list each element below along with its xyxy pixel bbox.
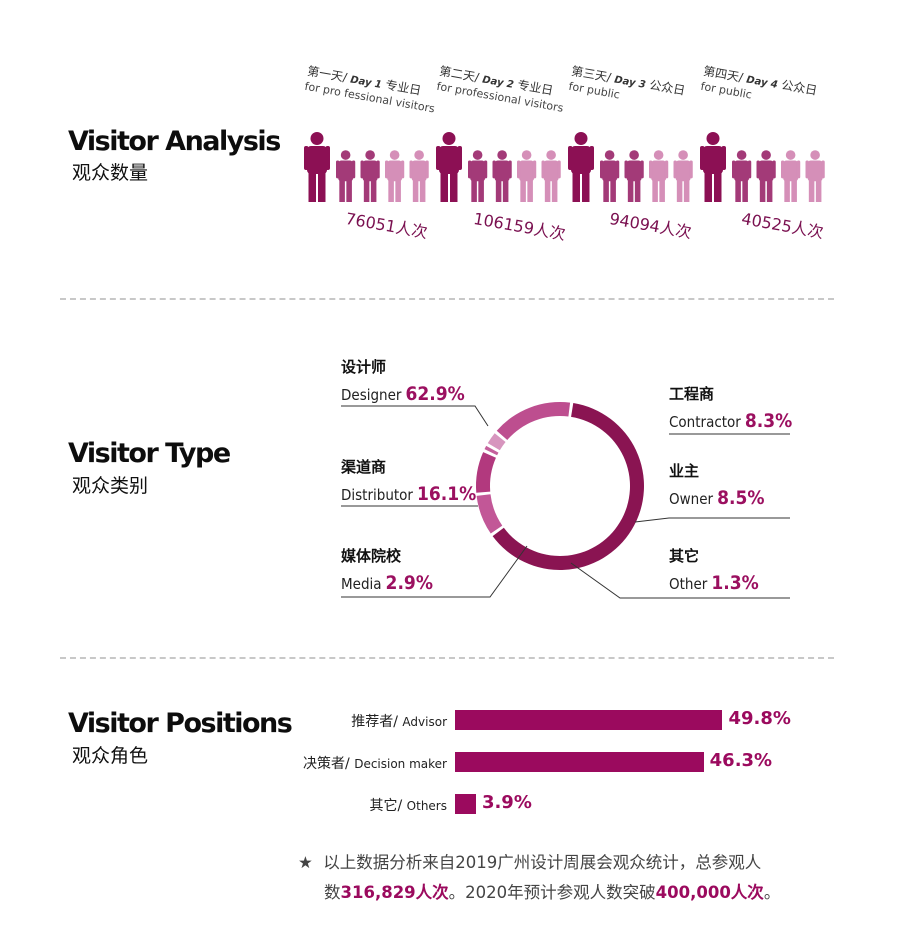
footnote: ★ 以上数据分析来自2019广州设计周展会观众统计，总参观人 数316,829人… [298,848,858,908]
figure-day2-3 [492,150,512,202]
advisor-en: Advisor [402,715,447,729]
bar-value-advisor: 49.8% [728,708,791,729]
footnote-total: 316,829人次 [340,883,449,902]
section-divider-2 [60,657,834,659]
figure-day4-2 [732,150,752,202]
visitor-analysis-subtitle: 观众数量 [72,162,149,184]
figure-day2-5 [541,150,561,202]
figure-day4-5 [805,150,825,202]
label-other: 其它 Other 1.3% [669,545,759,594]
footnote-line-2c: 。2020年预计参观人数突破 [448,883,656,902]
media-pct: 2.9% [385,572,433,594]
footnote-line-1: 以上数据分析来自2019广州设计周展会观众统计，总参观人 [323,853,762,872]
bar-decision-maker [455,752,704,772]
figure-day1-2 [336,150,356,202]
other-cn: 其它 [669,547,700,565]
visitor-type-title: Visitor Type [68,438,231,469]
figure-day2-1 [436,132,462,202]
figure-day3-3 [624,150,644,202]
bar-value-decision-maker: 46.3% [709,750,773,771]
others-en: Others [406,799,447,813]
figure-day3-4 [649,150,669,202]
figure-day4-1 [700,132,726,202]
footnote-line-2a: 数 [324,883,341,902]
bar-label-decision-maker: 决策者/ Decision maker [303,753,447,773]
contractor-cn: 工程商 [669,385,715,403]
figure-day2-4 [517,150,537,202]
bar-advisor [455,710,723,730]
bar-value-others: 3.9% [481,792,532,813]
visitor-positions-subtitle: 观众角色 [72,745,149,767]
distributor-pct: 16.1% [416,483,477,505]
slice-contractor [476,494,503,534]
figure-day2-2 [468,150,488,202]
leader-line-other [570,562,790,599]
owner-pct: 8.5% [717,487,765,509]
media-en: Media [341,575,382,593]
figure-day3-2 [600,150,620,202]
bar-label-others: 其它/ Others [370,795,448,815]
visitor-type-subtitle: 观众类别 [72,475,149,497]
owner-en: Owner [669,490,714,508]
bar-others [455,794,476,814]
visitor-pictogram [304,132,825,202]
contractor-pct: 8.3% [744,410,793,432]
label-designer: 设计师 Designer 62.9% [341,356,465,405]
label-contractor: 工程商 Contractor 8.3% [669,383,792,432]
decision-maker-en: Decision maker [354,757,447,771]
leader-line-owner [634,517,790,523]
slice-distributor [496,402,571,440]
figure-day4-4 [781,150,801,202]
label-distributor: 渠道商 Distributor 16.1% [341,456,476,505]
visitor-type-donut [341,402,790,599]
section-divider-1 [60,298,834,300]
visitor-positions-title: Visitor Positions [68,708,293,739]
designer-en: Designer [341,386,402,404]
decision-maker-cn: 决策者/ [303,756,355,772]
other-en: Other [669,575,708,593]
contractor-en: Contractor [669,413,741,431]
other-pct: 1.3% [711,572,759,594]
slice-media [487,433,506,451]
distributor-en: Distributor [341,486,413,504]
figure-day3-5 [673,150,693,202]
media-cn: 媒体院校 [341,547,402,565]
leader-line-media [341,545,528,598]
slice-owner [476,452,496,493]
label-media: 媒体院校 Media 2.9% [341,545,433,594]
others-cn: 其它/ [369,798,407,814]
figure-day4-3 [756,150,776,202]
figure-day1-5 [409,150,429,202]
figure-day3-1 [568,132,594,202]
bar-label-advisor: 推荐者/ Advisor [351,711,447,731]
visitor-analysis-title: Visitor Analysis [68,126,281,157]
leader-line-designer [341,405,489,427]
footnote-target: 400,000人次 [655,883,764,902]
figure-day1-3 [360,150,380,202]
slice-other [484,445,499,456]
designer-pct: 62.9% [405,383,465,405]
label-owner: 业主 Owner 8.5% [669,460,764,509]
footnote-line-2e: 。 [763,883,781,902]
figure-day1-4 [385,150,405,202]
figure-day1-1 [304,132,330,202]
designer-cn: 设计师 [341,358,387,376]
advisor-cn: 推荐者/ [351,714,403,730]
star-icon: ★ [298,853,313,872]
owner-cn: 业主 [669,462,700,480]
distributor-cn: 渠道商 [341,458,387,476]
